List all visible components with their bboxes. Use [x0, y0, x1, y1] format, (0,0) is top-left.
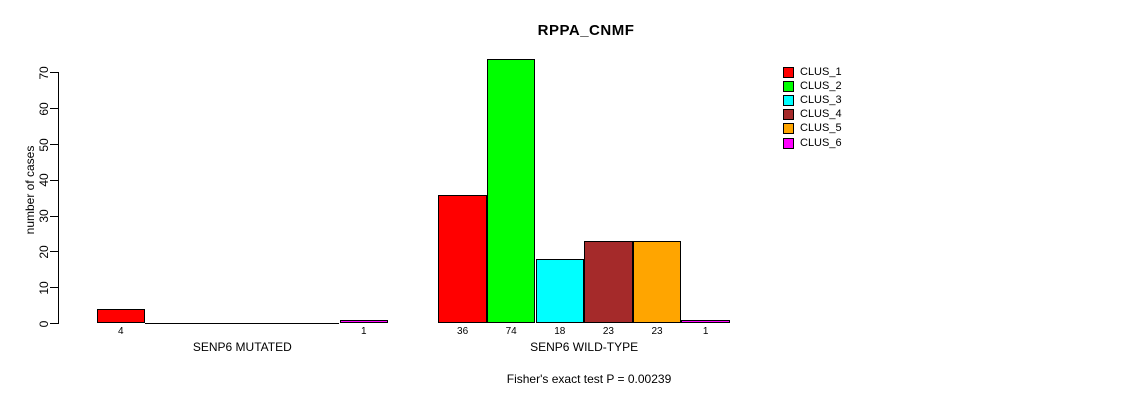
fisher-test-annotation: Fisher's exact test P = 0.00239: [506, 372, 672, 386]
bar-clus_1-group2: [438, 194, 487, 324]
y-tick-label: 50: [37, 137, 51, 152]
legend-label: CLUS_5: [800, 122, 842, 135]
y-tick-mark: [50, 72, 58, 74]
bar-clus_5-group2: [632, 241, 682, 324]
bar-value-label: 23: [602, 326, 614, 337]
legend-item-clus_2: CLUS_2: [783, 79, 842, 93]
group-label-1: SENP6 MUTATED: [192, 340, 292, 354]
bar-clus_3-group2: [535, 259, 585, 324]
y-tick-mark: [50, 179, 58, 181]
bar-value-label: 1: [361, 326, 367, 337]
legend-label: CLUS_1: [800, 65, 842, 78]
y-tick-mark: [50, 108, 58, 110]
bar-clus_3-group1-zero: [193, 322, 243, 324]
legend-swatch-icon: [783, 123, 794, 135]
bar-value-label: 1: [702, 326, 709, 337]
legend-swatch-icon: [783, 66, 794, 78]
bar-value-label: 23: [651, 326, 663, 337]
y-tick-label: 0: [37, 320, 51, 327]
legend-label: CLUS_6: [800, 136, 842, 149]
bar-clus_2-group1-zero: [145, 322, 194, 324]
y-tick-label: 10: [37, 281, 51, 295]
y-tick-mark: [50, 251, 58, 253]
group-label-2: SENP6 WILD-TYPE: [530, 340, 639, 354]
y-tick-label: 40: [37, 173, 51, 187]
bar-value-label: 74: [505, 326, 517, 337]
legend-label: CLUS_3: [800, 93, 842, 106]
bar-clus_2-group2: [486, 58, 536, 324]
y-tick-mark: [50, 215, 58, 217]
y-tick-mark: [50, 144, 58, 145]
bar-clus_4-group1-zero: [242, 322, 291, 324]
y-tick-label: 60: [37, 102, 51, 116]
bar-clus_6-group2: [681, 319, 730, 324]
bar-value-label: 18: [554, 326, 566, 337]
legend-label: CLUS_2: [800, 79, 842, 92]
bar-clus_5-group1-zero: [290, 322, 340, 324]
y-axis-line: [58, 72, 59, 324]
y-tick-label: 70: [37, 66, 51, 80]
bar-clus_6-group1: [339, 319, 389, 324]
legend-swatch-icon: [783, 80, 794, 92]
legend-item-clus_5: CLUS_5: [783, 122, 842, 136]
bar-clus_1-group1: [96, 309, 146, 324]
bar-clus_4-group2: [584, 241, 633, 324]
chart-title: RPPA_CNMF: [537, 22, 635, 39]
legend-swatch-icon: [783, 137, 794, 149]
y-tick-mark: [50, 323, 58, 324]
legend-item-clus_3: CLUS_3: [783, 93, 842, 107]
y-tick-label: 20: [37, 245, 51, 259]
legend-item-clus_6: CLUS_6: [783, 136, 842, 150]
bar-value-label: 4: [118, 326, 124, 337]
y-tick-label: 30: [37, 209, 51, 223]
legend-swatch-icon: [783, 94, 794, 106]
legend-item-clus_4: CLUS_4: [783, 108, 842, 122]
legend-swatch-icon: [783, 109, 794, 121]
legend-item-clus_1: CLUS_1: [783, 65, 842, 79]
y-tick-mark: [50, 287, 58, 289]
legend-label: CLUS_4: [800, 108, 842, 121]
y-axis-label: number of cases: [23, 145, 37, 235]
bar-value-label: 36: [457, 326, 469, 337]
